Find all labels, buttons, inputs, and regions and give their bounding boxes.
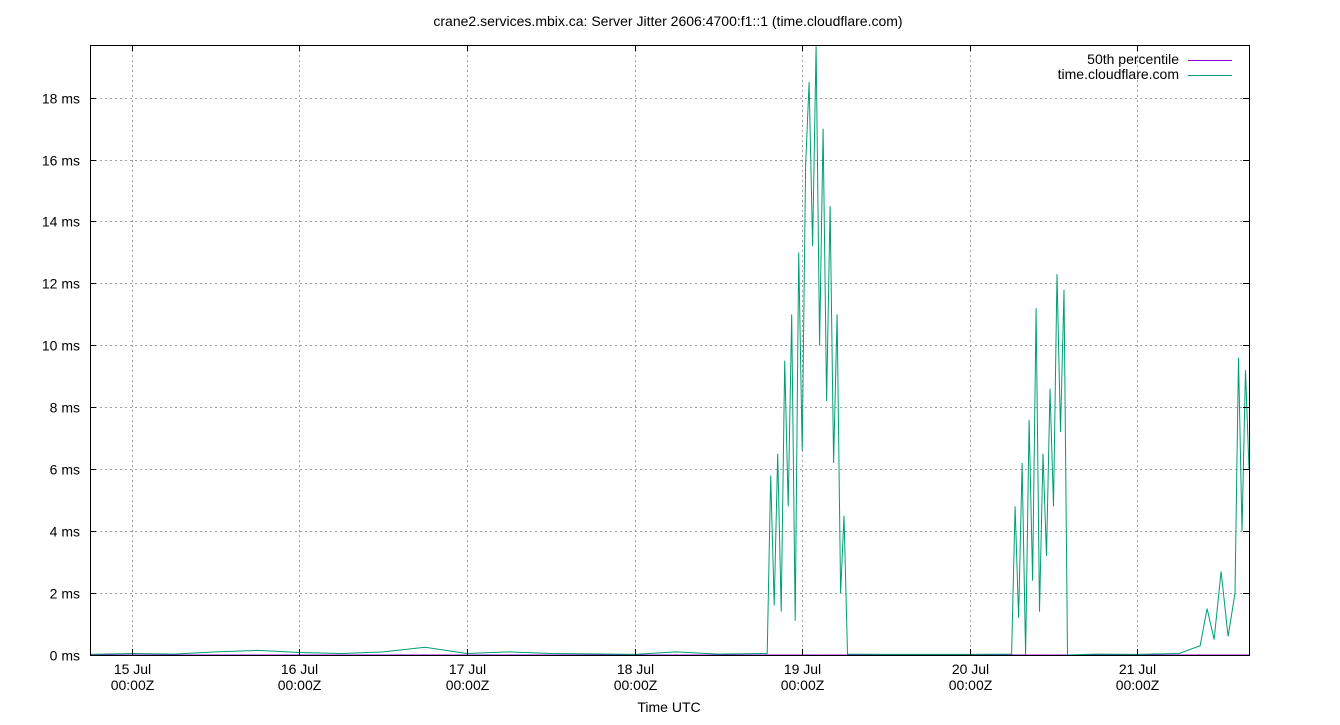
legend-label: 50th percentile [1087,51,1179,67]
chart-title: crane2.services.mbix.ca: Server Jitter 2… [433,13,902,29]
x-tick-label-date: 19 Jul [784,661,821,677]
series-layer [89,44,1250,656]
y-tick-label: 6 ms [50,462,80,478]
y-tick-label: 2 ms [50,586,80,602]
y-tick-label: 4 ms [50,524,80,540]
y-tick-label: 10 ms [42,338,80,354]
grid-layer [90,45,1249,655]
x-tick-label-date: 20 Jul [952,661,989,677]
y-tick-label: 16 ms [42,153,80,169]
x-tick-label-date: 17 Jul [449,661,486,677]
x-tick-label-time: 00:00Z [446,677,490,693]
plot-frame [90,45,1250,656]
x-tick-label-time: 00:00Z [1116,677,1160,693]
y-tick-label: 12 ms [42,276,80,292]
y-tick-label: 14 ms [42,214,80,230]
x-axis-label: Time UTC [637,699,700,715]
x-tick-label-time: 00:00Z [278,677,322,693]
x-tick-label-time: 00:00Z [614,677,658,693]
ticks-layer: 0 ms 2 ms 4 ms 6 ms 8 ms 10 ms 12 ms 14 ms 16 ms… [42,45,1249,693]
x-tick-label-date: 16 Jul [281,661,318,677]
y-tick-label: 0 ms [50,648,80,664]
x-tick-label-time: 00:00Z [111,677,155,693]
x-tick-label-date: 21 Jul [1119,661,1156,677]
y-tick-label: 18 ms [42,91,80,107]
x-tick-label-date: 18 Jul [617,661,654,677]
x-tick-label-time: 00:00Z [949,677,993,693]
y-tick-label: 8 ms [50,400,80,416]
x-tick-label-date: 15 Jul [114,661,151,677]
x-tick-label-time: 00:00Z [781,677,825,693]
series-line-1 [89,44,1250,656]
legend-label: time.cloudflare.com [1058,66,1179,82]
